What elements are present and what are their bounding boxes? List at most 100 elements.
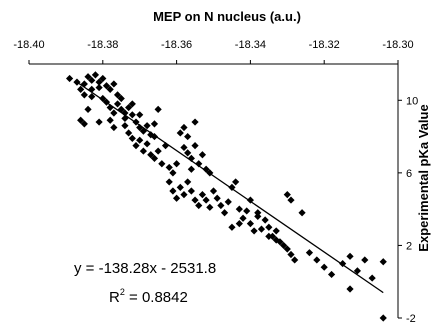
data-point [180, 124, 187, 131]
data-point [184, 178, 191, 185]
data-point [155, 147, 162, 154]
x-tick-marks [29, 60, 398, 64]
data-point [177, 184, 184, 191]
data-point [180, 144, 187, 151]
x-tick-label: -18.38 [87, 39, 118, 51]
data-point [184, 133, 191, 140]
data-point [136, 137, 143, 144]
y-tick-label: 2 [406, 240, 412, 252]
data-point [210, 187, 217, 194]
data-point [92, 71, 99, 78]
data-point [214, 195, 221, 202]
data-point [114, 100, 121, 107]
data-point [177, 129, 184, 136]
chart-title: MEP on N nucleus (a.u.) [153, 9, 301, 24]
y-tick-label: -2 [406, 313, 416, 325]
data-point [380, 258, 387, 265]
data-point [287, 251, 294, 258]
data-point [199, 191, 206, 198]
data-point [254, 209, 261, 216]
data-point [143, 140, 150, 147]
data-point [155, 106, 162, 113]
data-point [121, 122, 128, 129]
data-point [129, 111, 136, 118]
data-point [125, 129, 132, 136]
data-point [81, 91, 88, 98]
data-point [291, 256, 298, 263]
data-point [247, 220, 254, 227]
data-point [140, 147, 147, 154]
data-point [203, 196, 210, 203]
data-point [173, 160, 180, 167]
data-point [110, 80, 117, 87]
x-tick-label: -18.36 [161, 39, 192, 51]
data-point [132, 142, 139, 149]
data-point [232, 178, 239, 185]
data-point [191, 196, 198, 203]
r-squared-value: = 0.8842 [125, 289, 188, 306]
data-point [188, 166, 195, 173]
data-point [166, 178, 173, 185]
data-point [173, 195, 180, 202]
data-point [166, 164, 173, 171]
data-point [184, 149, 191, 156]
data-point [107, 117, 114, 124]
data-point [221, 209, 228, 216]
data-point [228, 224, 235, 231]
data-point [313, 256, 320, 263]
data-point [199, 151, 206, 158]
data-point [191, 142, 198, 149]
y-axis-label: Experimental pKa Value [416, 104, 431, 251]
x-tick-label: -18.32 [309, 39, 340, 51]
x-tick-label: -18.34 [235, 39, 266, 51]
data-point [306, 249, 313, 256]
data-point [273, 227, 280, 234]
data-point [258, 226, 265, 233]
data-point [96, 84, 103, 91]
data-point [243, 207, 250, 214]
data-point [158, 160, 165, 167]
data-point [151, 120, 158, 127]
data-point [262, 216, 269, 223]
data-point [169, 187, 176, 194]
data-point [169, 169, 176, 176]
data-point [380, 314, 387, 321]
data-point [265, 224, 272, 231]
data-point [136, 111, 143, 118]
data-point [84, 106, 91, 113]
data-point [110, 124, 117, 131]
x-tick-label: -18.40 [13, 39, 44, 51]
data-point [298, 209, 305, 216]
data-point [195, 202, 202, 209]
data-point [191, 118, 198, 125]
data-point [361, 256, 368, 263]
data-point [321, 264, 328, 271]
data-points [66, 71, 387, 321]
data-point [110, 109, 117, 116]
data-point [250, 227, 257, 234]
data-point [180, 191, 187, 198]
data-point [188, 187, 195, 194]
data-point [346, 253, 353, 260]
x-tick-label: -18.30 [382, 39, 413, 51]
data-point [265, 233, 272, 240]
data-point [96, 118, 103, 125]
r-squared-label: R2 = 0.8842 [109, 287, 188, 306]
data-point [284, 191, 291, 198]
y-tick-marks [398, 100, 402, 318]
data-point [236, 220, 243, 227]
r-squared-prefix: R [109, 289, 120, 306]
x-tick-labels: -18.40 -18.38 -18.36 -18.34 -18.32 -18.30 [13, 39, 413, 51]
data-point [236, 206, 243, 213]
data-point [66, 75, 73, 82]
data-point [129, 135, 136, 142]
y-tick-label: 6 [406, 168, 412, 180]
data-point [328, 271, 335, 278]
data-point [206, 204, 213, 211]
regression-equation: y = -138.28x - 2531.8 [74, 260, 216, 277]
data-point [217, 202, 224, 209]
data-point [239, 215, 246, 222]
data-point [287, 196, 294, 203]
data-point [346, 285, 353, 292]
